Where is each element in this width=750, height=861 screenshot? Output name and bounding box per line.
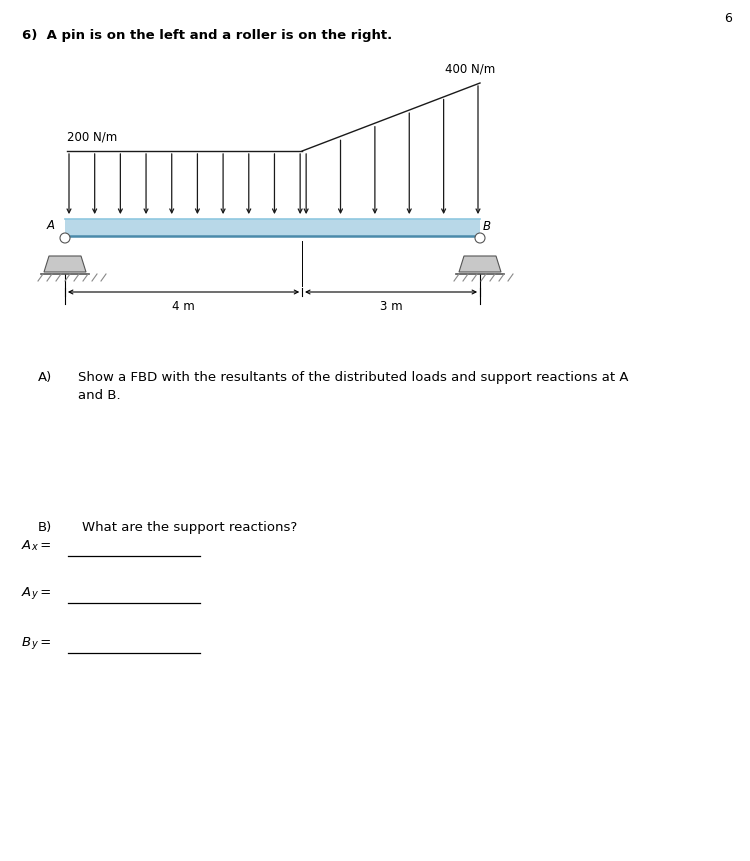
Text: y: y — [31, 639, 37, 649]
Circle shape — [475, 233, 485, 243]
Text: 3 m: 3 m — [380, 300, 403, 313]
Text: A: A — [47, 219, 55, 232]
Polygon shape — [44, 256, 86, 272]
Text: =: = — [36, 539, 51, 552]
Text: 6)  A pin is on the left and a roller is on the right.: 6) A pin is on the left and a roller is … — [22, 28, 392, 41]
Bar — [65, 219, 480, 236]
Text: A): A) — [38, 371, 53, 384]
Text: and B.: and B. — [78, 389, 121, 402]
Text: 200 N/m: 200 N/m — [67, 130, 117, 143]
Text: 400 N/m: 400 N/m — [445, 62, 495, 75]
Text: x: x — [31, 542, 37, 552]
Text: A: A — [22, 539, 31, 552]
Text: What are the support reactions?: What are the support reactions? — [82, 521, 297, 534]
Text: =: = — [36, 586, 51, 599]
Text: Show a FBD with the resultants of the distributed loads and support reactions at: Show a FBD with the resultants of the di… — [78, 371, 628, 384]
Text: =: = — [36, 636, 51, 649]
Text: B: B — [22, 636, 31, 649]
Text: B: B — [483, 220, 491, 233]
Text: B): B) — [38, 521, 53, 534]
Text: A: A — [22, 586, 31, 599]
Polygon shape — [459, 256, 501, 272]
Circle shape — [60, 233, 70, 243]
Text: 6: 6 — [724, 13, 732, 26]
Text: y: y — [31, 589, 37, 599]
Text: 4 m: 4 m — [172, 300, 195, 313]
